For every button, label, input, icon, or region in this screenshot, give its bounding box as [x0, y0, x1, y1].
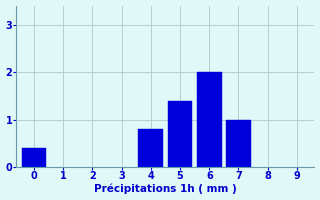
- X-axis label: Précipitations 1h ( mm ): Précipitations 1h ( mm ): [94, 184, 237, 194]
- Bar: [197, 72, 222, 167]
- Bar: [168, 101, 193, 167]
- Bar: [139, 129, 163, 167]
- Bar: [226, 120, 251, 167]
- Bar: [21, 148, 46, 167]
